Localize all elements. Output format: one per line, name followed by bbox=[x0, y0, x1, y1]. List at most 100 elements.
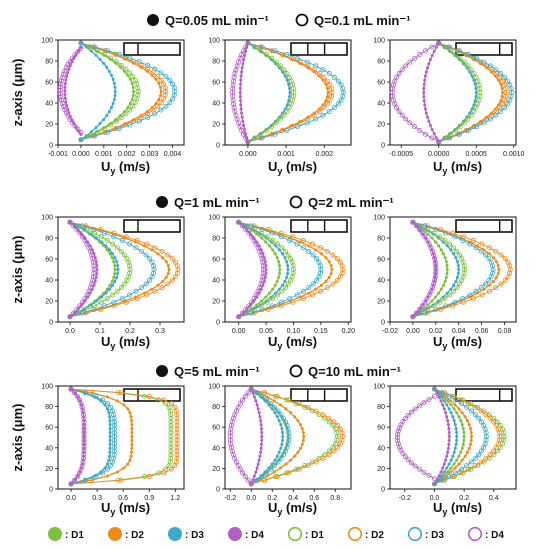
data-point bbox=[127, 55, 133, 61]
data-point bbox=[108, 415, 112, 419]
data-point bbox=[127, 270, 133, 276]
data-point bbox=[81, 444, 87, 450]
data-point bbox=[416, 403, 422, 409]
data-point bbox=[313, 408, 319, 414]
data-point bbox=[320, 412, 326, 418]
data-point bbox=[98, 57, 102, 61]
data-point bbox=[116, 271, 120, 275]
data-point bbox=[502, 105, 508, 111]
data-point bbox=[444, 260, 448, 264]
legend-label: : D2 bbox=[365, 530, 384, 541]
subplot-1-1: 0 20 40 60 80 100 0.00 0.05 0.10 0.15 0.20 Uy (m/s) bbox=[208, 215, 355, 352]
x-tick-label: 0.04 bbox=[452, 328, 466, 335]
data-point bbox=[249, 234, 255, 240]
data-point bbox=[281, 434, 285, 438]
data-point bbox=[111, 77, 115, 81]
data-point bbox=[170, 81, 176, 87]
data-point bbox=[453, 52, 459, 58]
data-point bbox=[72, 123, 78, 129]
data-point bbox=[286, 397, 292, 403]
data-point bbox=[288, 256, 294, 262]
data-point bbox=[174, 419, 180, 425]
x-tick-label: 0.004 bbox=[164, 151, 182, 158]
data-point bbox=[282, 419, 288, 425]
data-point bbox=[237, 466, 243, 472]
data-point bbox=[423, 103, 427, 107]
y-axis-label: z-axis (μm) bbox=[10, 59, 25, 127]
data-point bbox=[285, 441, 291, 447]
data-point bbox=[296, 450, 300, 454]
data-point bbox=[268, 466, 274, 472]
data-point bbox=[396, 108, 402, 114]
data-point bbox=[114, 245, 120, 251]
data-point bbox=[260, 438, 264, 442]
data-point bbox=[281, 283, 285, 287]
data-point bbox=[108, 446, 112, 450]
series-line bbox=[412, 221, 437, 318]
data-point bbox=[259, 227, 265, 233]
series-line bbox=[232, 42, 249, 143]
data-point bbox=[239, 223, 245, 229]
data-point bbox=[128, 77, 132, 81]
legend-marker bbox=[48, 527, 62, 541]
x-tick-label: 0.3 bbox=[92, 495, 102, 502]
data-point bbox=[334, 256, 340, 262]
data-point bbox=[91, 263, 97, 269]
subplot-1-2: 0 20 40 60 80 100 -0.02 0.00 0.02 0.04 0.06 0.08 Uy … bbox=[373, 215, 517, 351]
data-point bbox=[269, 55, 275, 61]
x-tick-label: 0.8 bbox=[330, 495, 340, 502]
data-point bbox=[110, 279, 114, 283]
series-D3-hollow bbox=[410, 219, 496, 320]
data-point bbox=[277, 260, 281, 264]
data-point bbox=[161, 256, 165, 260]
series-D1-filled bbox=[411, 220, 449, 319]
data-point bbox=[95, 299, 99, 303]
series-line bbox=[247, 42, 329, 143]
data-point bbox=[108, 419, 112, 423]
data-point bbox=[467, 292, 473, 298]
series-line bbox=[70, 388, 85, 485]
y-tick-label: 60 bbox=[212, 425, 220, 432]
data-point bbox=[275, 454, 279, 458]
data-point bbox=[174, 444, 180, 450]
data-point bbox=[305, 463, 311, 469]
data-point bbox=[320, 67, 326, 73]
legend-label: : D3 bbox=[425, 530, 444, 541]
data-point bbox=[278, 303, 284, 309]
data-point bbox=[257, 411, 261, 415]
data-point bbox=[150, 287, 154, 291]
data-point bbox=[330, 281, 336, 287]
data-point bbox=[241, 131, 247, 137]
data-point bbox=[324, 285, 330, 291]
data-point bbox=[277, 264, 281, 268]
data-point bbox=[487, 245, 493, 251]
data-point bbox=[242, 58, 246, 62]
data-point bbox=[159, 85, 163, 89]
x-tick-label: 0.4 bbox=[288, 495, 298, 502]
data-point bbox=[147, 277, 153, 283]
data-point bbox=[431, 393, 437, 399]
data-point bbox=[446, 474, 452, 480]
data-point bbox=[157, 81, 161, 85]
data-point bbox=[167, 459, 173, 465]
data-point bbox=[115, 260, 119, 264]
series-line bbox=[438, 42, 512, 143]
data-point bbox=[425, 227, 431, 233]
legend-filled-label: Q=0.05 mL min⁻¹ bbox=[165, 13, 269, 28]
data-point bbox=[245, 390, 251, 396]
series-line bbox=[247, 42, 333, 143]
data-point bbox=[108, 283, 112, 287]
data-point bbox=[456, 131, 462, 137]
data-point bbox=[241, 119, 245, 123]
series-line bbox=[80, 42, 135, 141]
data-point bbox=[500, 86, 504, 90]
series-line bbox=[412, 221, 494, 318]
data-point bbox=[394, 74, 400, 80]
data-point bbox=[239, 74, 243, 78]
data-point bbox=[483, 433, 489, 439]
data-point bbox=[439, 395, 443, 399]
data-point bbox=[334, 277, 340, 283]
data-point bbox=[335, 444, 341, 450]
x-tick-label: 0.05 bbox=[259, 328, 273, 335]
